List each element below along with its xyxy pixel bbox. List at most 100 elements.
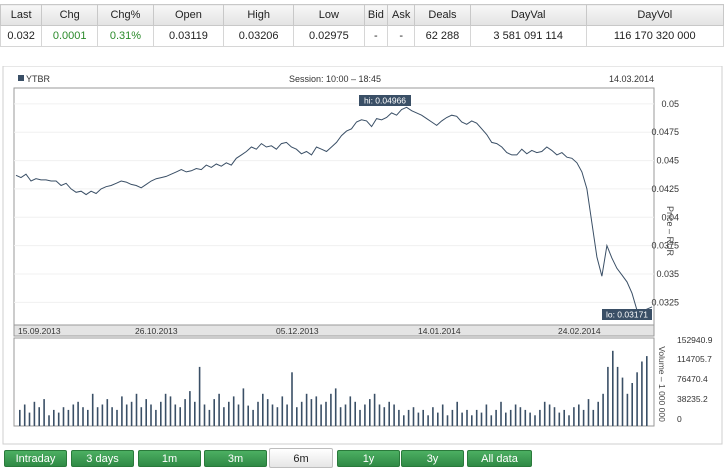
volume-bar	[509, 409, 512, 426]
volume-bar	[529, 412, 531, 426]
volume-bar	[140, 407, 143, 426]
volume-bar	[72, 404, 75, 426]
volume-bar	[573, 407, 575, 426]
volume-bar	[330, 393, 332, 427]
price-tick-label: 0.045	[656, 156, 679, 166]
volume-bar	[373, 393, 376, 427]
volume-bar	[48, 415, 50, 427]
volume-bar	[339, 407, 342, 426]
volume-bar	[247, 405, 249, 426]
header-ask: Ask	[387, 4, 416, 26]
tab-all-data[interactable]: All data	[467, 450, 532, 467]
volume-bar	[82, 407, 84, 426]
volume-bar	[388, 401, 390, 426]
quote-table: Last Chg Chg% Open High Low Bid Ask Deal…	[0, 4, 725, 47]
volume-bar	[344, 404, 347, 426]
tab-3y[interactable]: 3y	[401, 450, 464, 467]
date-tick-label: 15.09.2013	[18, 326, 61, 336]
value-chg: 0.0001	[41, 25, 99, 47]
volume-bar	[500, 401, 502, 426]
volume-bar	[456, 401, 458, 426]
volume-bar	[626, 393, 629, 427]
volume-axis-title: Volume – 1 000 000	[657, 346, 667, 422]
volume-bar	[232, 396, 235, 426]
header-low: Low	[293, 4, 365, 26]
volume-bar	[164, 393, 167, 427]
volume-bar	[87, 409, 89, 426]
volume-bar	[130, 401, 133, 426]
tab-1m[interactable]: 1m	[138, 450, 201, 467]
volume-bar	[422, 409, 424, 426]
value-bid: -	[363, 25, 389, 47]
volume-bar	[291, 372, 293, 427]
volume-bar	[466, 409, 468, 426]
volume-bar	[28, 412, 31, 426]
volume-bar	[77, 401, 79, 426]
price-tick-label: 0.0475	[651, 127, 679, 137]
volume-bar	[33, 401, 36, 426]
price-tick-label: 0.0375	[651, 241, 679, 251]
lo-marker: lo: 0.03171	[602, 309, 652, 320]
volume-bar	[315, 396, 318, 426]
price-panel	[13, 87, 655, 326]
tab-intraday[interactable]: Intraday	[4, 450, 67, 467]
volume-bar	[101, 404, 104, 426]
volume-bar	[106, 399, 109, 426]
volume-bar	[91, 393, 94, 427]
price-axis-title: Price – RUR	[665, 206, 675, 257]
volume-bar	[641, 361, 643, 426]
value-last: 0.032	[0, 25, 43, 47]
date-tick-label: 14.01.2014	[418, 326, 461, 336]
volume-bar	[378, 404, 381, 426]
volume-bar	[296, 407, 298, 426]
volume-bar	[636, 372, 638, 427]
volume-bars	[19, 350, 648, 427]
volume-axis: 152940.9 114705.7 76470.4 38235.2 0	[677, 335, 713, 424]
volume-bar	[116, 409, 118, 426]
volume-bar	[519, 407, 522, 426]
volume-bar	[150, 404, 152, 426]
volume-bar	[262, 393, 264, 427]
volume-bar	[548, 404, 551, 426]
price-tick-label: 0.035	[656, 269, 679, 279]
date-tick-label: 05.12.2013	[276, 326, 319, 336]
volume-bar	[67, 409, 70, 426]
ticker-swatch-icon	[18, 75, 24, 81]
volume-bar	[578, 404, 580, 426]
volume-bar	[266, 399, 269, 426]
volume-bar	[43, 399, 45, 426]
volume-bar	[62, 407, 65, 426]
volume-bar	[398, 409, 400, 426]
header-high: High	[223, 4, 295, 26]
volume-tick-label: 152940.9	[677, 335, 713, 345]
volume-bar	[160, 401, 162, 426]
volume-bar	[514, 404, 517, 426]
lo-label: lo: 0.03171	[606, 310, 648, 320]
tab-1y[interactable]: 1y	[337, 450, 400, 467]
volume-bar	[568, 415, 570, 427]
price-chart[interactable]: YTBR Session: 10:00 – 18:45 14.03.2014 0…	[0, 66, 726, 446]
session-label: Session: 10:00 – 18:45	[289, 74, 381, 84]
volume-bar	[300, 401, 303, 426]
volume-bar	[252, 409, 254, 426]
volume-tick-label: 114705.7	[677, 354, 712, 364]
tab-3-days[interactable]: 3 days	[71, 450, 134, 467]
volume-bar	[325, 401, 327, 426]
volume-bar	[524, 409, 527, 426]
volume-bar	[616, 366, 619, 426]
volume-bar	[582, 409, 585, 426]
volume-bar	[553, 407, 556, 426]
chart-date: 14.03.2014	[609, 74, 654, 84]
volume-bar	[189, 391, 191, 426]
tab-3m[interactable]: 3m	[204, 450, 267, 467]
volume-bar	[451, 409, 454, 426]
volume-bar	[53, 409, 55, 426]
volume-bar	[276, 407, 279, 426]
volume-bar	[179, 407, 181, 426]
volume-bar	[369, 399, 371, 426]
volume-tick-label: 76470.4	[677, 374, 708, 384]
volume-bar	[602, 393, 604, 427]
ticker-label: YTBR	[26, 74, 51, 84]
volume-bar	[310, 399, 313, 426]
tab-6m[interactable]: 6m	[269, 448, 333, 468]
